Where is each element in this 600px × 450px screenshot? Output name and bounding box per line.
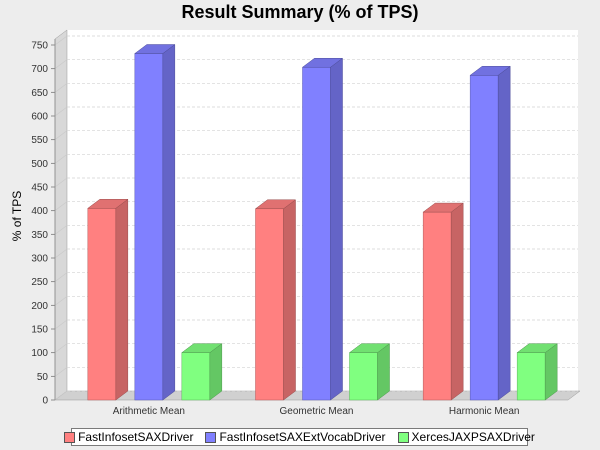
bar-side (377, 343, 390, 401)
plot-side-wall (54, 29, 68, 401)
bar-top (254, 199, 297, 210)
grid-line-depth (54, 201, 68, 211)
grid-line-depth (54, 248, 68, 259)
bar-front (422, 211, 452, 401)
bar-front (349, 352, 378, 401)
grid-line-depth (54, 272, 68, 282)
y-tick-label: 150 (31, 325, 48, 336)
legend: FastInfosetSAXDriver FastInfosetSAXExtVoc… (64, 428, 535, 446)
bar-top (422, 202, 464, 213)
grid-line-depth (54, 83, 68, 93)
grid-line-depth (54, 35, 68, 46)
bar (87, 198, 129, 401)
bar-top (469, 66, 511, 76)
y-tick-label: 350 (31, 230, 48, 241)
bar (181, 343, 223, 401)
bar-side (209, 343, 223, 401)
bar-side (497, 65, 511, 401)
bar (301, 57, 344, 401)
y-tick-label: 100 (31, 348, 48, 359)
grid-line-depth (54, 106, 68, 117)
y-tick-label: 650 (31, 88, 48, 99)
y-tick-label: 300 (31, 254, 48, 265)
x-tick-label: Harmonic Mean (449, 406, 520, 417)
y-tick-label: 200 (31, 301, 48, 312)
bar-top (301, 57, 344, 68)
y-tick-label: 700 (31, 64, 48, 75)
grid-line-depth (54, 59, 68, 69)
bar-front (181, 352, 211, 401)
legend-swatch (205, 431, 217, 443)
y-tick-label: 250 (31, 277, 48, 288)
bar-top (87, 199, 129, 209)
bar-side (330, 57, 343, 401)
y-tick-label: 50 (37, 372, 49, 383)
bar-side (162, 44, 176, 401)
grid-line-depth (54, 367, 68, 377)
bar-front (302, 66, 331, 401)
bar-side (450, 202, 464, 401)
grid-line-depth (54, 296, 68, 306)
y-tick-label: 500 (31, 159, 48, 170)
bar-front (255, 208, 284, 401)
grid-line-depth (54, 225, 68, 235)
bar-side (544, 343, 558, 401)
bar-side (115, 198, 129, 401)
bar-front (469, 75, 499, 401)
y-tick-label: 600 (31, 112, 48, 123)
grid-line-depth (54, 343, 68, 353)
legend-item: XercesJAXPSAXDriver (397, 430, 535, 444)
legend-label: FastInfosetSAXDriver (78, 430, 194, 444)
x-tick-label: Arithmetic Mean (113, 406, 185, 417)
bar (348, 343, 391, 401)
bar-top (348, 343, 391, 353)
bar (254, 199, 297, 401)
grid-line-depth (54, 130, 68, 140)
bar-front (516, 352, 546, 401)
legend-label: XercesJAXPSAXDriver (411, 430, 535, 444)
grid-line-depth (54, 319, 68, 330)
x-tick-label: Geometric Mean (280, 406, 354, 417)
bar (469, 65, 511, 401)
grid-line-depth (54, 154, 68, 164)
legend-item: FastInfosetSAXExtVocabDriver (205, 430, 386, 444)
legend-label: FastInfosetSAXExtVocabDriver (219, 430, 386, 444)
grid-line-depth (54, 177, 68, 188)
bar-front (134, 53, 164, 401)
y-tick-label: 750 (31, 41, 48, 52)
y-tick-label: 550 (31, 135, 48, 146)
grid-line-depth (54, 390, 68, 401)
y-tick-label: 400 (31, 206, 48, 217)
bar-side (283, 199, 296, 401)
bar-top (134, 44, 176, 54)
y-tick-label: 0 (42, 396, 48, 407)
bar (134, 44, 176, 401)
chart-title: Result Summary (% of TPS) (181, 2, 419, 22)
bar (422, 202, 464, 401)
bar-top (516, 343, 558, 353)
y-axis-label: % of TPS (10, 191, 24, 241)
legend-swatch (397, 431, 409, 443)
legend-item: FastInfosetSAXDriver (64, 430, 193, 444)
bar-front (87, 208, 117, 401)
bar-top (181, 343, 223, 353)
legend-swatch (64, 431, 76, 443)
bar (516, 343, 558, 401)
y-tick-label: 450 (31, 183, 48, 194)
